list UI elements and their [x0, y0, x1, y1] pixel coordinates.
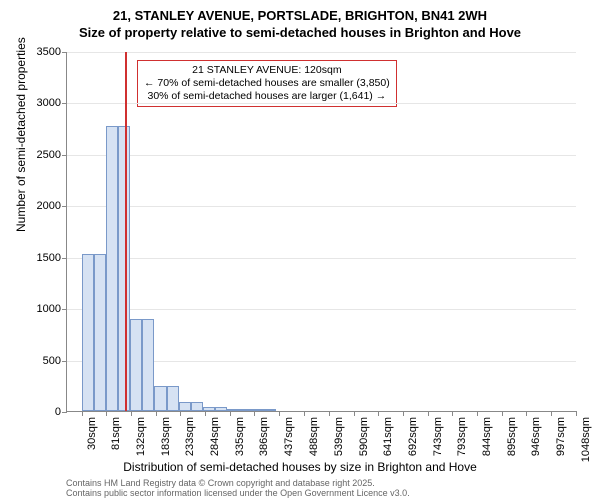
x-axis-label: Distribution of semi-detached houses by …	[0, 460, 600, 474]
title-line-1: 21, STANLEY AVENUE, PORTSLADE, BRIGHTON,…	[0, 8, 600, 23]
ytick-label: 3500	[37, 46, 61, 58]
title-line-2: Size of property relative to semi-detach…	[0, 25, 600, 40]
xtick-label: 81sqm	[110, 417, 122, 450]
xtick-mark	[551, 411, 552, 416]
ytick-label: 500	[43, 355, 61, 367]
xtick-label: 590sqm	[358, 417, 370, 456]
xtick-mark	[403, 411, 404, 416]
annotation-line-2: ← 70% of semi-detached houses are smalle…	[144, 77, 390, 90]
gridline	[67, 309, 576, 310]
xtick-label: 641sqm	[382, 417, 394, 456]
xtick-label: 132sqm	[135, 417, 147, 456]
ytick-label: 3000	[37, 97, 61, 109]
ytick-label: 1000	[37, 303, 61, 315]
annotation-line-1: 21 STANLEY AVENUE: 120sqm	[144, 64, 390, 77]
xtick-label: 692sqm	[407, 417, 419, 456]
gridline	[67, 206, 576, 207]
credits-block: Contains HM Land Registry data © Crown c…	[66, 478, 410, 499]
histogram-bar	[142, 319, 154, 411]
histogram-bar	[82, 254, 94, 411]
xtick-label: 386sqm	[258, 417, 270, 456]
xtick-mark	[230, 411, 231, 416]
xtick-mark	[452, 411, 453, 416]
xtick-label: 743sqm	[432, 417, 444, 456]
credit-line-2: Contains public sector information licen…	[66, 488, 410, 498]
xtick-label: 488sqm	[308, 417, 320, 456]
y-axis-label: Number of semi-detached properties	[14, 37, 28, 232]
ytick-label: 2500	[37, 149, 61, 161]
xtick-label: 233sqm	[184, 417, 196, 456]
title-block: 21, STANLEY AVENUE, PORTSLADE, BRIGHTON,…	[0, 0, 600, 40]
xtick-label: 284sqm	[209, 417, 221, 456]
property-marker-line	[125, 52, 127, 411]
xtick-label: 30sqm	[86, 417, 98, 450]
histogram-bar	[94, 254, 106, 411]
ytick-label: 0	[55, 406, 61, 418]
xtick-mark	[82, 411, 83, 416]
xtick-label: 437sqm	[283, 417, 295, 456]
ytick-mark	[62, 155, 67, 156]
histogram-bar	[252, 409, 264, 411]
gridline	[67, 258, 576, 259]
xtick-mark	[156, 411, 157, 416]
gridline	[67, 52, 576, 53]
histogram-bar	[215, 407, 227, 411]
ytick-mark	[62, 206, 67, 207]
xtick-label: 997sqm	[555, 417, 567, 456]
annotation-line-3: 30% of semi-detached houses are larger (…	[144, 90, 390, 103]
ytick-mark	[62, 258, 67, 259]
xtick-label: 183sqm	[160, 417, 172, 456]
chart-container: 21, STANLEY AVENUE, PORTSLADE, BRIGHTON,…	[0, 0, 600, 500]
histogram-bar	[191, 402, 203, 411]
histogram-bar	[239, 409, 251, 411]
gridline	[67, 155, 576, 156]
ytick-mark	[62, 412, 67, 413]
xtick-mark	[304, 411, 305, 416]
ytick-mark	[62, 52, 67, 53]
histogram-bar	[179, 402, 191, 411]
xtick-mark	[428, 411, 429, 416]
xtick-mark	[180, 411, 181, 416]
plot-area: 21 STANLEY AVENUE: 120sqm ← 70% of semi-…	[66, 52, 576, 412]
xtick-mark	[279, 411, 280, 416]
ytick-label: 1500	[37, 252, 61, 264]
xtick-mark	[576, 411, 577, 416]
xtick-mark	[131, 411, 132, 416]
xtick-mark	[106, 411, 107, 416]
ytick-mark	[62, 309, 67, 310]
histogram-bar	[118, 126, 130, 411]
xtick-mark	[205, 411, 206, 416]
histogram-bar	[154, 386, 166, 411]
xtick-label: 844sqm	[481, 417, 493, 456]
gridline	[67, 103, 576, 104]
xtick-mark	[526, 411, 527, 416]
ytick-label: 2000	[37, 200, 61, 212]
histogram-bar	[167, 386, 179, 411]
annotation-box: 21 STANLEY AVENUE: 120sqm ← 70% of semi-…	[137, 60, 397, 107]
xtick-label: 539sqm	[333, 417, 345, 456]
histogram-bar	[130, 319, 142, 411]
xtick-mark	[329, 411, 330, 416]
xtick-mark	[254, 411, 255, 416]
credit-line-1: Contains HM Land Registry data © Crown c…	[66, 478, 410, 488]
xtick-label: 895sqm	[506, 417, 518, 456]
xtick-label: 793sqm	[456, 417, 468, 456]
ytick-mark	[62, 361, 67, 362]
xtick-mark	[354, 411, 355, 416]
xtick-label: 946sqm	[530, 417, 542, 456]
histogram-bar	[264, 409, 276, 411]
xtick-mark	[378, 411, 379, 416]
xtick-mark	[502, 411, 503, 416]
histogram-bar	[106, 126, 118, 411]
ytick-mark	[62, 103, 67, 104]
xtick-label: 335sqm	[234, 417, 246, 456]
xtick-mark	[477, 411, 478, 416]
xtick-label: 1048sqm	[580, 417, 592, 462]
